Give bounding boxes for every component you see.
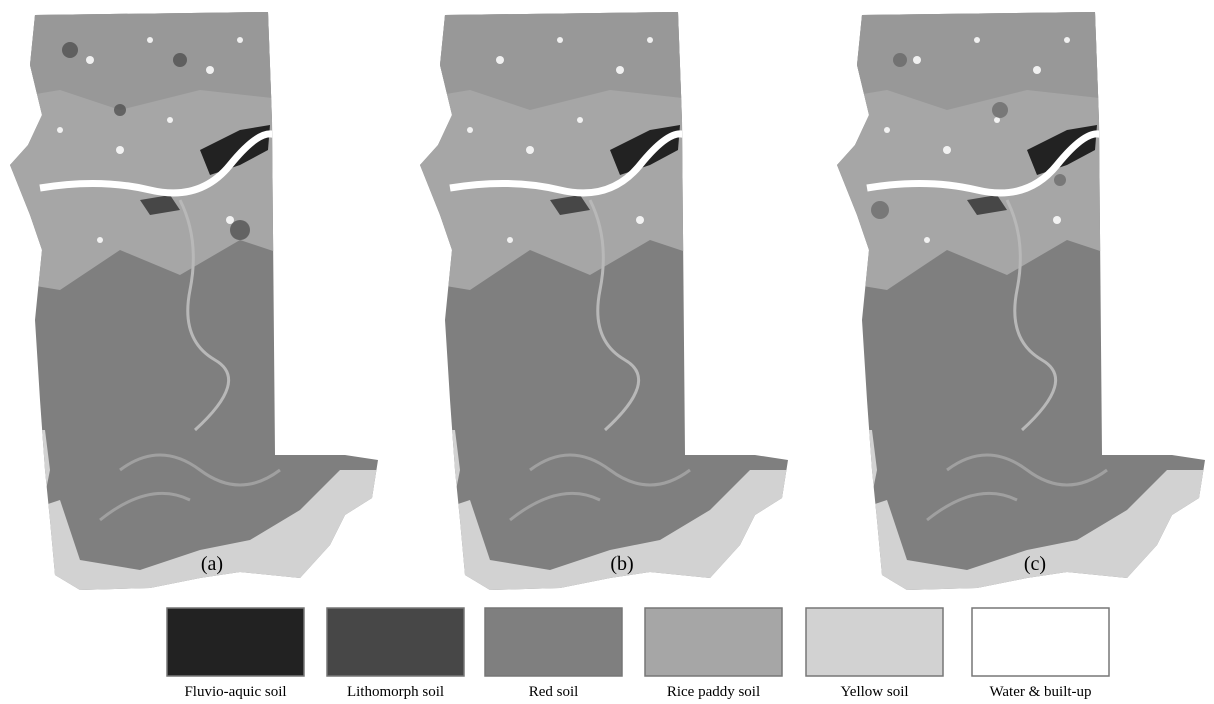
legend-label: Yellow soil: [840, 684, 908, 700]
legend-swatch: [972, 608, 1109, 676]
legend-swatch: [167, 608, 304, 676]
legend-label: Red soil: [529, 684, 579, 700]
legend-label: Water & built-up: [989, 684, 1091, 700]
legend-label: Fluvio-aquic soil: [184, 684, 286, 700]
panel-label: (b): [610, 553, 633, 575]
legend-swatch: [806, 608, 943, 676]
legend-swatch: [645, 608, 782, 676]
legend: Fluvio-aquic soil Lithomorph soil Red soil…: [167, 608, 1109, 700]
figure: (a) (b) (c) Fluvio-aquic soil Lithomorph …: [0, 0, 1214, 704]
legend-label: Lithomorph soil: [347, 684, 444, 700]
map-panel: (b): [410, 0, 790, 600]
legend-label: Rice paddy soil: [667, 684, 760, 700]
legend-swatch: [327, 608, 464, 676]
map-panel: (c): [827, 0, 1207, 600]
panel-label: (c): [1024, 553, 1046, 575]
legend-swatch: [485, 608, 622, 676]
panel-label: (a): [201, 553, 223, 575]
map-panel: (a): [0, 0, 380, 600]
